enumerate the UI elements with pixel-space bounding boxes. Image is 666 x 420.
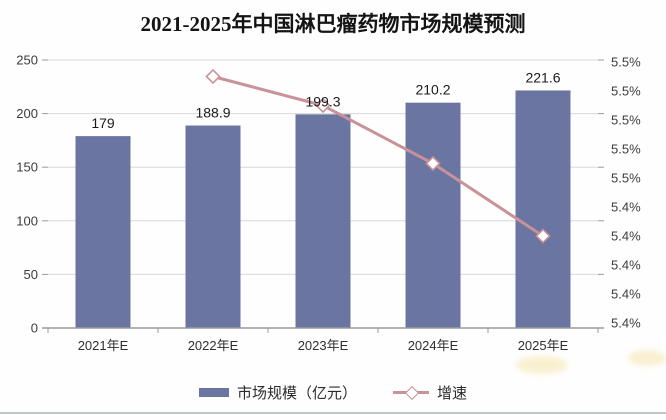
right-axis-tick-label: 5.5% [611, 113, 641, 128]
left-axis-tick-label: 100 [16, 213, 38, 228]
diamond-marker-icon [404, 385, 420, 401]
x-axis-category-label: 2025年E [518, 338, 569, 353]
bar-value-label: 179 [91, 115, 115, 131]
right-axis-tick-label: 5.5% [611, 171, 641, 186]
right-axis-tick-label: 5.5% [611, 142, 641, 157]
line-marker-diamond [205, 68, 221, 85]
legend-item-market-size: 市场规模（亿元） [198, 382, 357, 403]
growth-line [212, 75, 544, 238]
bar-value-label: 188.9 [195, 104, 230, 120]
bar [405, 102, 461, 328]
x-axis-category-label: 2021年E [78, 338, 129, 353]
chart-title: 2021-2025年中国淋巴瘤药物市场规模预测 [140, 12, 526, 36]
bar [515, 90, 571, 329]
x-axis-category-label: 2022年E [188, 338, 239, 353]
left-axis-tick-label: 150 [16, 160, 38, 175]
bar [185, 125, 241, 328]
right-axis-tick-label: 5.4% [611, 229, 641, 244]
right-axis-tick-label: 5.5% [611, 55, 641, 70]
right-axis-tick-label: 5.4% [611, 316, 641, 331]
line-marker-diamond [535, 228, 551, 244]
x-axis-category-label: 2023年E [298, 338, 349, 353]
page-bottom-rule [0, 412, 666, 414]
bar-value-label: 199.3 [305, 93, 340, 109]
bar-value-label: 221.6 [525, 69, 560, 85]
right-axis-tick-label: 5.5% [611, 84, 641, 99]
legend-item-growth-rate: 增速 [393, 382, 467, 403]
left-axis-tick-label: 0 [31, 321, 38, 336]
left-axis-tick-label: 250 [16, 53, 38, 68]
bar [295, 114, 351, 328]
bar-value-label: 210.2 [415, 82, 450, 98]
legend: 市场规模（亿元） 增速 [0, 382, 666, 403]
x-axis-category-label: 2024年E [408, 338, 459, 353]
line-legend-swatch [393, 385, 429, 401]
right-axis-tick-label: 5.4% [611, 287, 641, 302]
right-axis-tick-label: 5.4% [611, 258, 641, 273]
left-axis-tick-label: 50 [24, 267, 38, 282]
line-marker-diamond [315, 97, 331, 114]
right-axis-tick-label: 5.4% [611, 200, 641, 215]
bar [75, 136, 131, 328]
left-axis-tick-label: 200 [16, 106, 38, 121]
bar-legend-label: 市场规模（亿元） [236, 385, 357, 402]
line-marker-diamond [425, 155, 441, 172]
line-legend-label: 增速 [437, 385, 468, 402]
bar-legend-swatch [198, 388, 229, 397]
